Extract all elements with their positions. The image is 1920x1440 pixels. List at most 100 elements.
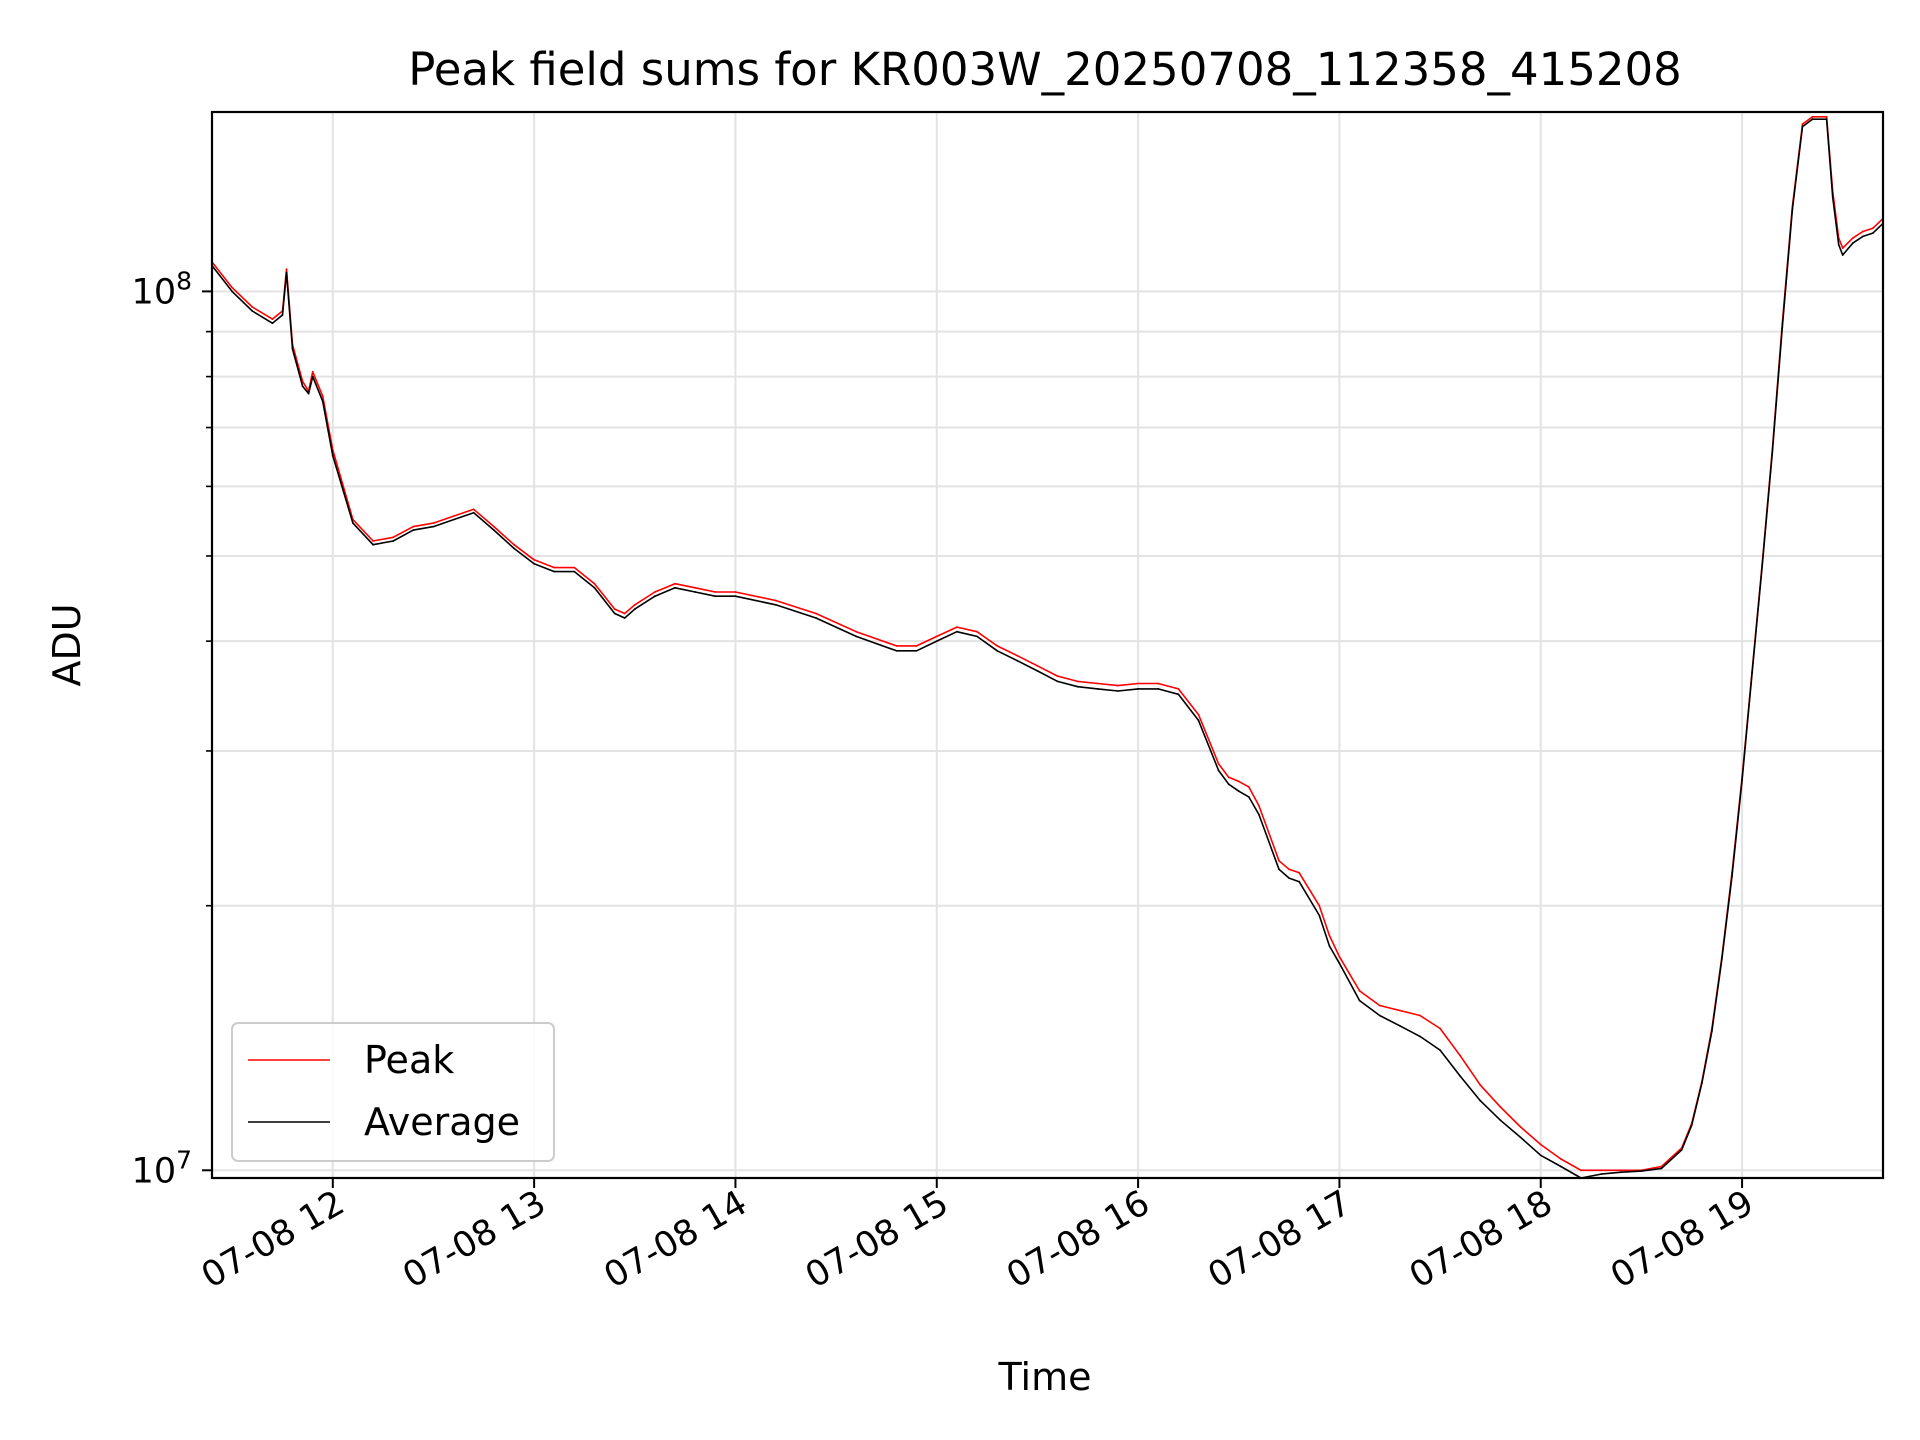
data-point-average [1811, 118, 1814, 121]
data-point-peak [1620, 1169, 1623, 1172]
data-point-average [1801, 125, 1804, 128]
data-point-average [1217, 769, 1220, 772]
data-point-peak [1056, 675, 1059, 677]
data-point-average [1237, 790, 1240, 793]
data-point-peak [1862, 230, 1864, 233]
data-point-average [1278, 868, 1280, 871]
y-tick-label: 108 [132, 266, 192, 312]
data-point-average [372, 543, 374, 546]
x-tick-label: 07-08 19 [1604, 1183, 1760, 1296]
data-point-average [996, 649, 999, 652]
data-point-average [855, 635, 858, 638]
data-point-peak [1825, 115, 1828, 118]
x-tick-label: 07-08 18 [1403, 1183, 1559, 1296]
data-point-average [1197, 719, 1200, 722]
data-point-average [1247, 796, 1250, 798]
data-point-average [1016, 659, 1019, 662]
data-point-average [301, 385, 304, 388]
data-point-peak [1519, 1126, 1522, 1128]
data-point-average [513, 547, 515, 550]
data-point-average [352, 522, 354, 524]
grid [212, 112, 1883, 1178]
data-point-average [1862, 235, 1864, 238]
x-tick-label: 07-08 14 [598, 1183, 754, 1296]
data-point-average [311, 375, 314, 378]
data-point-average [956, 630, 958, 633]
data-point-average [533, 562, 535, 565]
data-point-peak [311, 370, 314, 373]
data-point-peak [1177, 688, 1180, 690]
data-point-peak [1479, 1084, 1482, 1086]
data-point-average [1056, 680, 1059, 683]
data-point-average [674, 586, 676, 589]
data-point-average [251, 310, 254, 312]
data-point-peak [493, 525, 495, 528]
data-point-average [1731, 875, 1733, 878]
data-point-average [1519, 1136, 1522, 1139]
data-point-average [1660, 1167, 1663, 1170]
data-point-average [452, 518, 455, 521]
data-point-peak [1117, 684, 1119, 687]
data-point-average [1851, 242, 1854, 245]
data-point-average [1096, 688, 1099, 690]
data-point-average [412, 529, 415, 531]
data-point-peak [956, 626, 958, 628]
data-point-average [1741, 779, 1743, 781]
data-point-peak [1076, 680, 1079, 683]
series-line-peak [211, 116, 1884, 1172]
data-point-peak [251, 306, 254, 308]
data-point-average [1771, 452, 1774, 454]
data-point-peak [915, 645, 918, 647]
data-point-peak [895, 645, 898, 647]
data-point-average [593, 586, 596, 589]
data-point-average [1258, 813, 1260, 816]
data-point-average [553, 570, 556, 573]
data-point-average [623, 617, 626, 619]
data-point-average [1600, 1173, 1602, 1175]
x-tick-label: 07-08 13 [396, 1183, 552, 1296]
data-point-average [633, 608, 636, 610]
data-point-peak [633, 603, 636, 606]
data-point-average [1831, 196, 1834, 199]
data-point-average [1640, 1170, 1643, 1172]
y-tick-base: 10 [132, 1151, 177, 1191]
data-point-average [271, 322, 274, 325]
data-point-average [573, 570, 576, 573]
data-point-average [714, 595, 717, 598]
data-point-peak [271, 318, 274, 320]
y-tick-exponent: 7 [176, 1145, 192, 1174]
data-point-average [1781, 326, 1784, 329]
data-point-peak [1600, 1169, 1602, 1172]
data-point-average [1036, 670, 1039, 672]
data-point-peak [1036, 664, 1039, 667]
data-point-average [285, 271, 288, 274]
legend: Peak Average [231, 1022, 555, 1162]
data-point-average [694, 591, 697, 593]
data-point-peak [1439, 1027, 1441, 1030]
data-point-peak [593, 582, 596, 585]
data-point-peak [1016, 654, 1019, 657]
data-point-average [1358, 999, 1361, 1002]
data-point-peak [674, 582, 676, 585]
data-point-average [1690, 1124, 1693, 1127]
data-point-average [307, 392, 310, 395]
legend-label-average: Average [364, 1100, 520, 1144]
data-point-peak [392, 536, 395, 539]
data-point-average [472, 511, 475, 514]
x-axis-label: Time [998, 1355, 1092, 1399]
data-point-average [281, 314, 284, 316]
data-point-peak [815, 612, 817, 615]
chart-title: Peak field sums for KR003W_20250708_1123… [408, 43, 1682, 96]
data-point-average [1177, 693, 1180, 696]
data-point-average [1761, 565, 1764, 567]
data-point-peak [1247, 786, 1250, 788]
data-point-peak [1841, 247, 1844, 250]
data-point-peak [372, 540, 374, 542]
data-point-peak [935, 635, 938, 638]
series-lines [211, 115, 1884, 1179]
data-point-average [1560, 1165, 1562, 1168]
data-point-peak [432, 522, 435, 524]
data-point-average [1076, 685, 1079, 688]
data-point-average [1398, 1024, 1401, 1027]
